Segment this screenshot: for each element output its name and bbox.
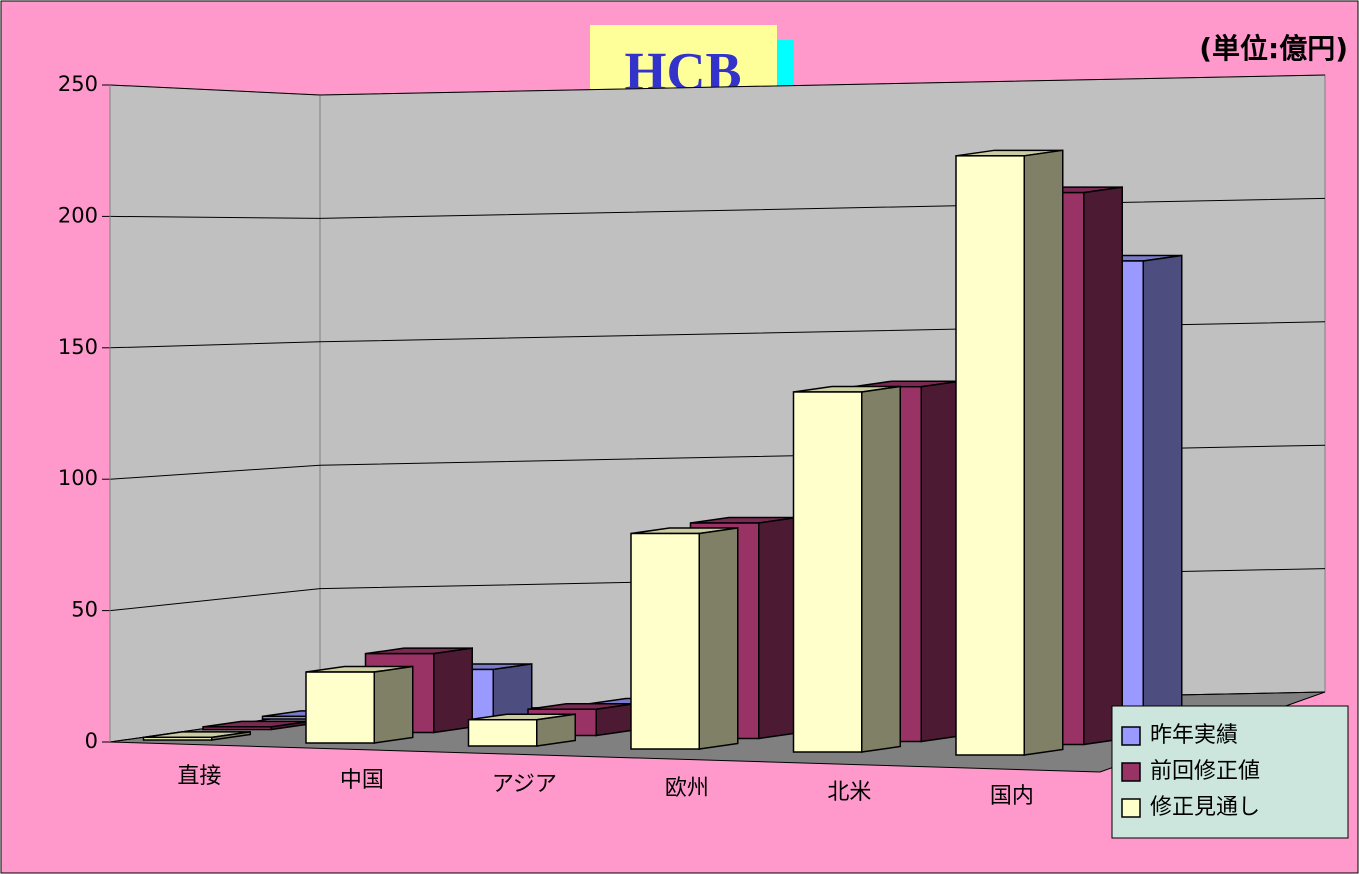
plot: 0 50 100 150 200 250 直接 中国 アジア 欧州 北米 国内 — [58, 72, 1326, 809]
bar-side — [698, 527, 739, 750]
legend-swatch — [1121, 762, 1141, 782]
bar — [142, 731, 251, 741]
bar-front — [305, 671, 375, 744]
legend-label: 昨年実績 — [1150, 723, 1238, 748]
unit-label: (単位:億円) — [1199, 32, 1348, 65]
bar — [792, 385, 901, 753]
bar-side — [536, 713, 576, 747]
bar-side — [1142, 254, 1183, 735]
y-tick-label: 100 — [58, 466, 98, 490]
bar-side — [920, 380, 961, 743]
bar-front — [142, 736, 213, 741]
bar-front — [467, 718, 538, 747]
x-tick-label: 北米 — [827, 780, 871, 805]
y-tick-label: 50 — [71, 598, 98, 622]
bar — [630, 527, 739, 750]
y-tick-label: 0 — [85, 729, 98, 753]
legend-swatch — [1121, 798, 1141, 818]
bar-side — [373, 665, 414, 744]
bar-side — [1023, 149, 1064, 756]
bar-front — [630, 532, 700, 750]
bar-front — [955, 155, 1025, 756]
grid-line — [109, 74, 1326, 96]
bar-side — [861, 385, 901, 753]
bar-side — [492, 663, 533, 723]
bar-side — [433, 647, 473, 734]
bar-side — [595, 702, 636, 737]
bar-side — [758, 516, 798, 740]
legend-swatch — [1121, 726, 1141, 746]
bar-front — [202, 726, 272, 731]
side-wall — [109, 84, 321, 743]
y-tick-label: 250 — [58, 72, 98, 96]
legend-label: 前回修正値 — [1150, 759, 1260, 784]
legend-box — [1111, 705, 1349, 839]
y-tick-label: 150 — [58, 335, 98, 359]
bar-front — [792, 391, 863, 753]
y-tick-label: 200 — [58, 203, 98, 227]
x-tick-label: 国内 — [990, 784, 1034, 809]
x-tick-label: 欧州 — [665, 776, 709, 801]
bar — [467, 713, 576, 747]
legend-label: 修正見通し — [1150, 795, 1260, 820]
x-tick-label: アジア — [492, 772, 557, 797]
bar — [955, 149, 1064, 756]
bar — [305, 665, 414, 744]
x-tick-label: 直接 — [177, 764, 221, 789]
x-tick-label: 中国 — [340, 768, 384, 793]
bar-side — [1083, 186, 1123, 746]
